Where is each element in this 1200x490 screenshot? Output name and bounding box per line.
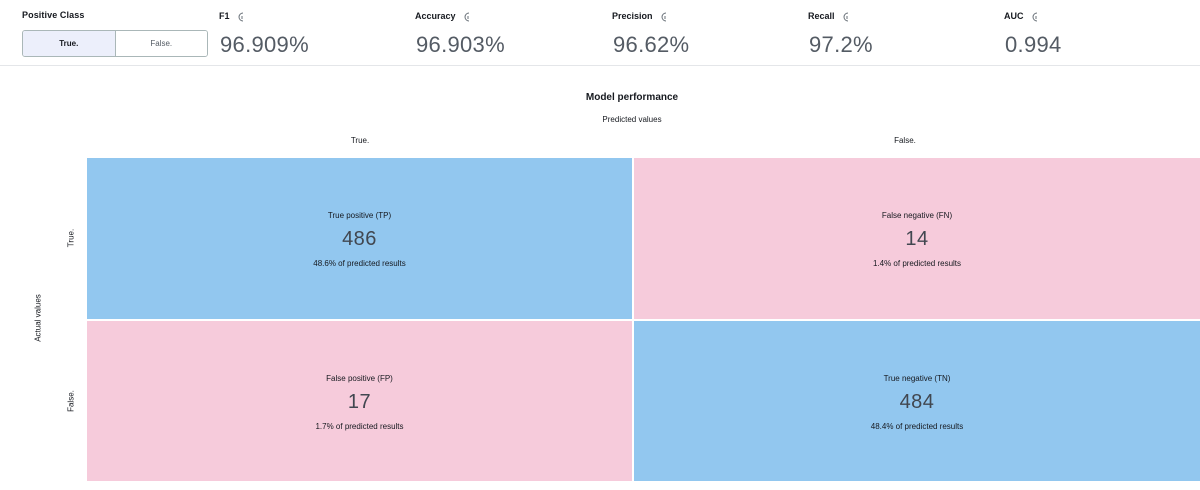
column-label-true: True.	[350, 136, 370, 145]
cell-percentage: 1.7% of predicted results	[315, 421, 404, 431]
cell-percentage: 1.4% of predicted results	[872, 259, 962, 268]
info-icon[interactable]	[660, 9, 670, 22]
cell-percentage: 48.4% of predicted results	[870, 421, 964, 431]
positive-class-segmented-control: True. False.	[22, 30, 208, 57]
predicted-values-label: Predicted values	[602, 115, 662, 124]
metric-precision-value: 96.62%	[613, 32, 690, 57]
info-icon[interactable]	[842, 9, 852, 22]
metric-precision-label: Precision	[612, 11, 653, 21]
metric-recall: Recall 97.2%	[808, 10, 873, 58]
cell-true-negative: True negative (TN) 484 48.4% of predicte…	[634, 321, 1200, 481]
chart-title: Model performance	[585, 92, 679, 103]
info-icon[interactable]	[237, 9, 247, 22]
confusion-matrix: True positive (TP) 486 48.6% of predicte…	[87, 158, 1200, 481]
cell-false-positive: False positive (FP) 17 1.7% of predicted…	[87, 321, 632, 481]
cell-count: 486	[342, 228, 377, 250]
cell-percentage: 48.6% of predicted results	[313, 259, 406, 268]
metric-auc: AUC 0.994	[1004, 10, 1062, 58]
metric-auc-label: AUC	[1004, 11, 1024, 21]
metric-f1-label: F1	[219, 11, 230, 21]
metric-recall-label: Recall	[808, 11, 835, 21]
metric-f1-value: 96.909%	[220, 32, 309, 57]
metric-accuracy-value: 96.903%	[416, 32, 505, 57]
cell-title: False negative (FN)	[881, 211, 953, 220]
cell-count: 17	[347, 390, 372, 413]
positive-class-label: Positive Class	[22, 10, 85, 20]
actual-values-text: Actual values	[33, 294, 43, 342]
cell-false-negative: False negative (FN) 14 1.4% of predicted…	[634, 158, 1200, 319]
metric-auc-value: 0.994	[1005, 32, 1062, 57]
metric-accuracy: Accuracy 96.903%	[415, 10, 505, 58]
row-label-false-text: False.	[66, 390, 76, 412]
cell-count: 484	[899, 390, 935, 413]
cell-title: False positive (FP)	[326, 373, 393, 383]
column-label-false: False.	[894, 136, 916, 145]
cell-true-positive: True positive (TP) 486 48.6% of predicte…	[87, 158, 632, 319]
positive-class-option-true[interactable]: True.	[23, 31, 116, 56]
metric-accuracy-label: Accuracy	[415, 11, 456, 21]
metric-f1: F1 96.909%	[219, 10, 309, 58]
metrics-bar: Positive Class True. False. F1 96.909% A…	[0, 0, 1200, 66]
info-icon[interactable]	[463, 9, 473, 22]
metric-precision: Precision 96.62%	[612, 10, 689, 58]
metric-recall-value: 97.2%	[809, 32, 873, 57]
row-label-true-text: True.	[66, 228, 76, 248]
cell-title: True positive (TP)	[327, 211, 392, 220]
cell-title: True negative (TN)	[883, 373, 951, 383]
positive-class-option-false[interactable]: False.	[115, 31, 207, 56]
info-icon[interactable]	[1031, 9, 1041, 22]
cell-count: 14	[905, 228, 929, 250]
positive-class-selector: Positive Class True. False.	[22, 10, 208, 57]
